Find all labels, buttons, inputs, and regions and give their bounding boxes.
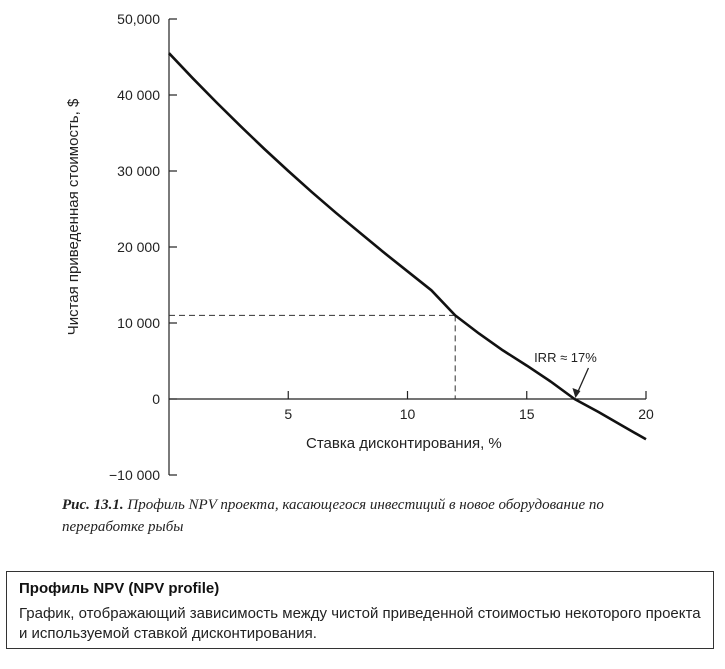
definition-body: График, отображающий зависимость между ч… [19,605,701,642]
y-tick-label: 20 000 [117,239,160,255]
y-axis-ticks: 50,000 40 000 30 000 20 000 10 000 0 −10 000 [109,11,177,483]
x-tick-label: 20 [638,406,654,422]
npv-curve [168,52,647,441]
definition-box: Профиль NPV (NPV profile) График, отобра… [6,571,714,649]
x-tick-label: 15 [519,406,535,422]
y-tick-label: 10 000 [117,315,160,331]
chart-canvas: 50,000 40 000 30 000 20 000 10 000 0 −10 000 5… [65,11,654,483]
reference-lines [169,314,456,399]
y-tick-label: 0 [152,391,160,407]
x-axis-ticks: 5 10 15 20 [284,391,654,422]
irr-arrow-head [572,388,581,398]
figure-caption: Рис. 13.1. Профиль NPV проекта, касающег… [62,494,662,538]
y-axis-label: Чистая приведенная стоимость, $ [65,98,82,335]
irr-annotation-label: IRR ≈ 17% [534,350,597,365]
y-tick-label: −10 000 [109,467,160,483]
figure-caption-text: Профиль NPV проекта, касающегося инвести… [62,497,604,535]
series-group [168,52,647,441]
definition-title: Профиль NPV (NPV profile) [19,580,220,597]
annotation-group: IRR ≈ 17% [534,350,597,398]
y-tick-label: 30 000 [117,163,160,179]
x-axis-label: Ставка дисконтирования, % [306,435,502,452]
figure-caption-label: Рис. 13.1. [62,497,124,513]
x-tick-label: 10 [400,406,416,422]
y-tick-label: 40 000 [117,87,160,103]
x-tick-label: 5 [284,406,292,422]
npv-profile-chart: 50,000 40 000 30 000 20 000 10 000 0 −10 000 5… [65,11,654,483]
y-tick-label: 50,000 [117,11,160,27]
